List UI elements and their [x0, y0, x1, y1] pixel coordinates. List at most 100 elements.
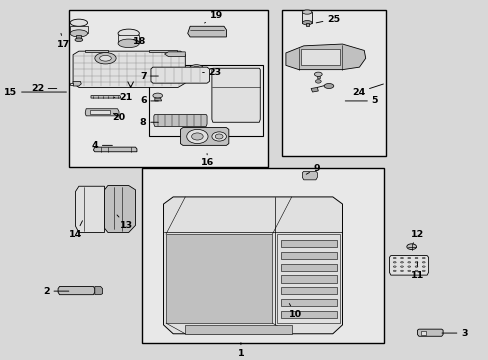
Polygon shape — [285, 44, 365, 69]
Polygon shape — [104, 185, 135, 233]
Polygon shape — [70, 26, 87, 33]
Polygon shape — [388, 256, 427, 275]
Polygon shape — [85, 50, 108, 52]
Polygon shape — [302, 12, 311, 23]
Text: 1: 1 — [237, 343, 244, 358]
Polygon shape — [95, 287, 102, 295]
Polygon shape — [155, 98, 161, 101]
Ellipse shape — [211, 132, 226, 141]
Text: 17: 17 — [57, 33, 70, 49]
Text: 9: 9 — [305, 164, 320, 174]
Polygon shape — [280, 252, 336, 259]
Text: 13: 13 — [117, 215, 133, 230]
Ellipse shape — [189, 65, 203, 72]
Polygon shape — [75, 186, 104, 233]
Ellipse shape — [414, 266, 417, 267]
Polygon shape — [73, 81, 81, 86]
Polygon shape — [151, 67, 209, 83]
Ellipse shape — [414, 270, 417, 271]
Ellipse shape — [407, 262, 410, 263]
Polygon shape — [280, 240, 336, 247]
Polygon shape — [180, 127, 228, 145]
Polygon shape — [301, 49, 339, 66]
Ellipse shape — [302, 10, 311, 14]
Text: 18: 18 — [133, 37, 146, 46]
Text: 15: 15 — [4, 87, 66, 96]
Polygon shape — [310, 87, 318, 92]
Ellipse shape — [118, 39, 139, 48]
Text: 23: 23 — [202, 68, 221, 77]
Ellipse shape — [118, 29, 139, 38]
Ellipse shape — [414, 257, 417, 259]
Polygon shape — [302, 171, 317, 180]
Ellipse shape — [314, 72, 322, 76]
Ellipse shape — [422, 270, 425, 271]
Polygon shape — [58, 287, 95, 295]
Polygon shape — [70, 83, 73, 85]
Polygon shape — [420, 330, 425, 335]
Bar — [282, 10, 385, 156]
Ellipse shape — [70, 19, 87, 26]
Text: 7: 7 — [140, 72, 158, 81]
Ellipse shape — [422, 266, 425, 267]
Ellipse shape — [191, 133, 203, 140]
Ellipse shape — [400, 266, 403, 267]
Text: 2: 2 — [43, 287, 69, 296]
Text: 3: 3 — [441, 329, 467, 338]
Ellipse shape — [407, 257, 410, 259]
Ellipse shape — [407, 270, 410, 271]
Text: 19: 19 — [204, 11, 222, 23]
Ellipse shape — [100, 55, 111, 61]
Ellipse shape — [153, 93, 162, 98]
Polygon shape — [305, 23, 308, 26]
Text: 8: 8 — [140, 118, 158, 127]
Ellipse shape — [400, 262, 403, 263]
Polygon shape — [280, 311, 336, 318]
Bar — [69, 10, 267, 167]
Polygon shape — [90, 110, 110, 114]
Text: 12: 12 — [410, 230, 423, 244]
Ellipse shape — [215, 134, 223, 139]
Polygon shape — [185, 325, 291, 334]
Polygon shape — [91, 96, 121, 98]
Polygon shape — [316, 76, 319, 78]
Ellipse shape — [193, 67, 200, 70]
Ellipse shape — [302, 21, 311, 25]
Polygon shape — [163, 197, 342, 334]
Ellipse shape — [324, 84, 333, 89]
Text: 16: 16 — [201, 154, 214, 167]
Ellipse shape — [400, 257, 403, 259]
Ellipse shape — [75, 38, 82, 41]
Text: 5: 5 — [345, 96, 377, 105]
Polygon shape — [280, 264, 336, 271]
Text: 6: 6 — [140, 96, 158, 105]
Polygon shape — [280, 275, 336, 283]
Ellipse shape — [70, 30, 87, 37]
Text: 24: 24 — [351, 84, 383, 96]
Polygon shape — [417, 329, 442, 336]
Text: 14: 14 — [69, 221, 82, 239]
Bar — [142, 168, 383, 343]
Polygon shape — [165, 234, 272, 323]
Ellipse shape — [315, 80, 321, 83]
Polygon shape — [76, 35, 81, 40]
Polygon shape — [154, 114, 206, 126]
Ellipse shape — [392, 262, 395, 263]
Polygon shape — [280, 299, 336, 306]
Text: 11: 11 — [410, 262, 423, 280]
Polygon shape — [277, 234, 339, 323]
Polygon shape — [280, 287, 336, 294]
Polygon shape — [149, 50, 177, 52]
Polygon shape — [187, 26, 226, 37]
Polygon shape — [118, 35, 139, 43]
Text: 20: 20 — [113, 113, 125, 122]
Ellipse shape — [392, 270, 395, 271]
Ellipse shape — [186, 129, 207, 144]
Text: 25: 25 — [316, 15, 340, 24]
Ellipse shape — [95, 53, 116, 64]
Polygon shape — [164, 52, 185, 57]
Ellipse shape — [407, 266, 410, 267]
Ellipse shape — [400, 270, 403, 271]
Polygon shape — [93, 147, 137, 152]
Text: 4: 4 — [91, 141, 112, 150]
